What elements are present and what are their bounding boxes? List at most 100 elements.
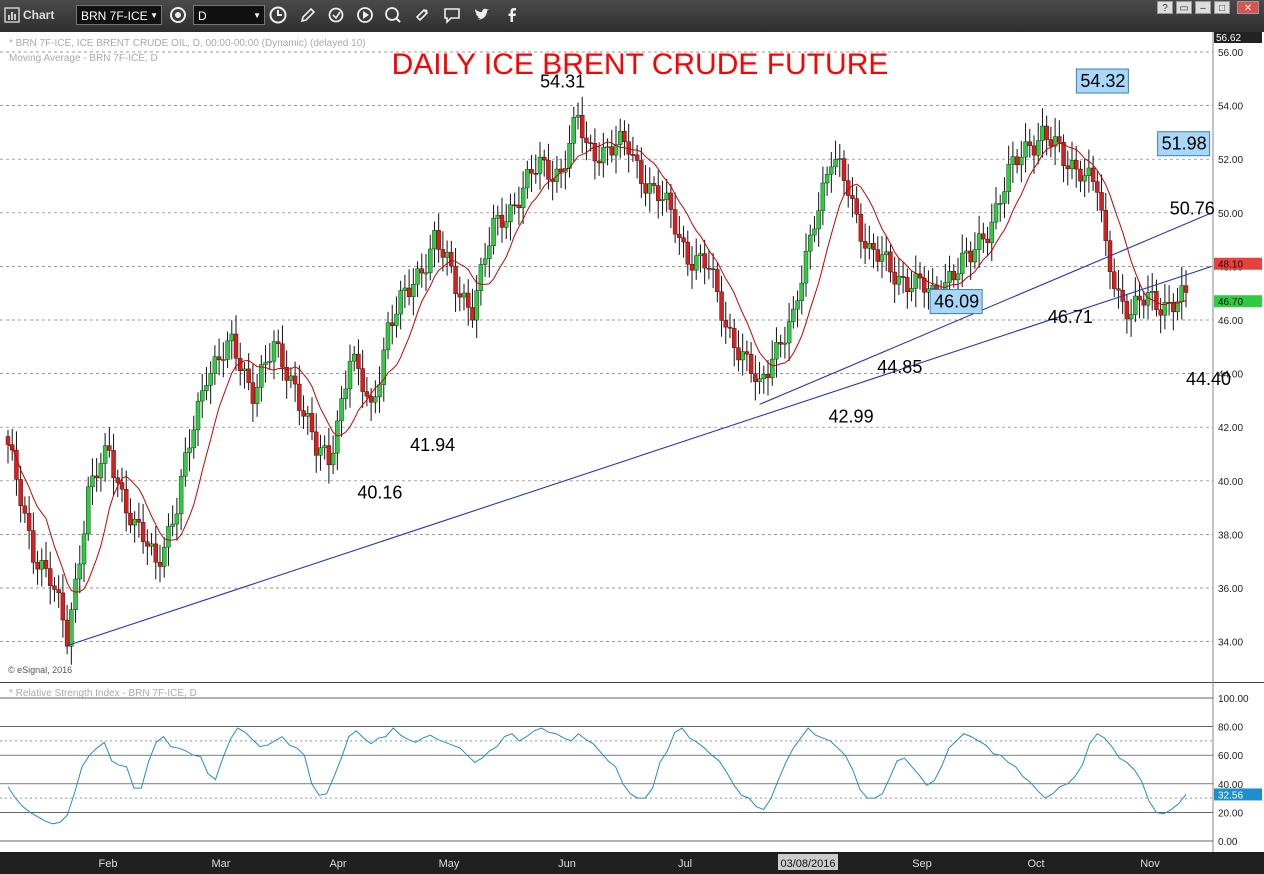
maximize-button[interactable]: □ bbox=[1214, 1, 1230, 14]
rsi-value-tag: 32.56 bbox=[1214, 788, 1262, 801]
candle-up bbox=[208, 372, 213, 386]
link-icon[interactable] bbox=[412, 5, 432, 25]
candle-up bbox=[571, 117, 576, 144]
rsi-tick-label: 0.00 bbox=[1218, 837, 1238, 848]
maximize-icon: □ bbox=[1218, 3, 1226, 14]
candle-down bbox=[917, 273, 923, 279]
candle-down bbox=[643, 183, 648, 194]
candle-down bbox=[35, 562, 40, 570]
candle-up bbox=[1179, 285, 1184, 302]
candle-down bbox=[238, 358, 243, 372]
candle-down bbox=[60, 592, 66, 621]
candle-down bbox=[681, 237, 686, 243]
facebook-icon[interactable] bbox=[502, 5, 522, 25]
symbol-input[interactable]: BRN 7F-ICE ▼ bbox=[76, 5, 162, 25]
candle-up bbox=[525, 169, 530, 189]
candle-down bbox=[449, 252, 454, 267]
candle-down bbox=[457, 293, 462, 298]
top-price-label: 56.62 bbox=[1216, 33, 1241, 44]
candle-up bbox=[482, 258, 488, 265]
candle-down bbox=[107, 445, 112, 451]
candle-down bbox=[968, 250, 973, 263]
candle-down bbox=[360, 368, 365, 392]
candle-down bbox=[124, 489, 129, 514]
candle-up bbox=[770, 358, 775, 379]
candle-up bbox=[812, 228, 817, 236]
candle-up bbox=[761, 373, 766, 380]
candle-down bbox=[115, 477, 120, 483]
candle-up bbox=[495, 214, 500, 219]
candle-up bbox=[664, 192, 669, 200]
interval-select[interactable]: D ▼ bbox=[193, 5, 265, 25]
candle-down bbox=[588, 142, 593, 145]
rsi-tick-label: 80.00 bbox=[1218, 723, 1243, 734]
candle-up bbox=[601, 147, 606, 164]
settings-icon[interactable] bbox=[168, 5, 188, 25]
candle-up bbox=[795, 300, 800, 310]
price-tag-label: 48.10 bbox=[1218, 260, 1243, 271]
candle-down bbox=[18, 479, 23, 506]
candle-up bbox=[647, 183, 652, 194]
zoom-icon[interactable] bbox=[383, 5, 403, 25]
candle-up bbox=[837, 158, 842, 160]
close-icon: ✕ bbox=[1243, 3, 1253, 14]
candle-down bbox=[94, 475, 99, 479]
candle-down bbox=[584, 137, 589, 143]
candle-up bbox=[402, 287, 408, 291]
close-button[interactable]: ✕ bbox=[1237, 1, 1259, 14]
minimize-button[interactable]: – bbox=[1195, 1, 1211, 14]
comment-icon[interactable] bbox=[442, 5, 462, 25]
candle-up bbox=[1036, 140, 1041, 156]
candle-up bbox=[740, 351, 745, 361]
clock-icon[interactable] bbox=[268, 5, 288, 25]
candle-down bbox=[136, 519, 142, 523]
candle-up bbox=[347, 360, 353, 390]
candle-up bbox=[200, 390, 205, 402]
help-button[interactable]: ? bbox=[1157, 1, 1173, 14]
candle-down bbox=[466, 292, 471, 308]
candle-up bbox=[824, 174, 830, 184]
candle-up bbox=[972, 249, 978, 263]
time-tick-label: Nov bbox=[1140, 858, 1160, 870]
candle-up bbox=[385, 322, 391, 351]
twitter-icon[interactable] bbox=[472, 5, 492, 25]
candle-down bbox=[1137, 295, 1142, 301]
candle-up bbox=[1023, 141, 1028, 158]
candle-up bbox=[352, 353, 357, 362]
candle-down bbox=[542, 156, 547, 161]
candle-up bbox=[698, 253, 703, 256]
time-tick-label: Feb bbox=[99, 858, 118, 870]
candle-down bbox=[276, 341, 281, 344]
play-icon[interactable] bbox=[355, 5, 375, 25]
candle-down bbox=[356, 353, 361, 369]
candle-up bbox=[478, 264, 484, 291]
time-tick-label: Sep bbox=[912, 858, 932, 870]
candle-down bbox=[516, 204, 522, 209]
candle-up bbox=[1052, 136, 1058, 147]
candle-up bbox=[1069, 160, 1075, 170]
candle-up bbox=[225, 340, 230, 360]
price-chart: 56.0054.0052.0050.0048.0046.0044.0042.00… bbox=[0, 32, 1264, 682]
candle-down bbox=[1141, 299, 1146, 306]
candle-down bbox=[1061, 141, 1066, 166]
candle-up bbox=[976, 233, 982, 250]
candle-up bbox=[343, 388, 348, 399]
candle-up bbox=[69, 609, 74, 647]
candle-down bbox=[406, 287, 412, 297]
copyright: © eSignal, 2016 bbox=[8, 665, 72, 675]
candle-up bbox=[491, 217, 496, 247]
candle-down bbox=[1014, 156, 1020, 166]
interval-value: D bbox=[198, 9, 207, 23]
candle-up bbox=[461, 292, 467, 298]
pencil-icon[interactable] bbox=[298, 5, 318, 25]
candle-up bbox=[930, 285, 935, 289]
candle-up bbox=[423, 272, 429, 275]
moving-average-line bbox=[7, 141, 1187, 593]
chart-icon bbox=[4, 7, 20, 23]
restore-button[interactable]: ▭ bbox=[1176, 1, 1192, 14]
refresh-icon[interactable] bbox=[326, 5, 346, 25]
candle-up bbox=[618, 130, 623, 145]
price-header-line1: * BRN 7F-ICE, ICE BRENT CRUDE OIL, D, 00… bbox=[9, 38, 366, 49]
candle-up bbox=[132, 519, 137, 526]
candle-up bbox=[1133, 295, 1138, 315]
